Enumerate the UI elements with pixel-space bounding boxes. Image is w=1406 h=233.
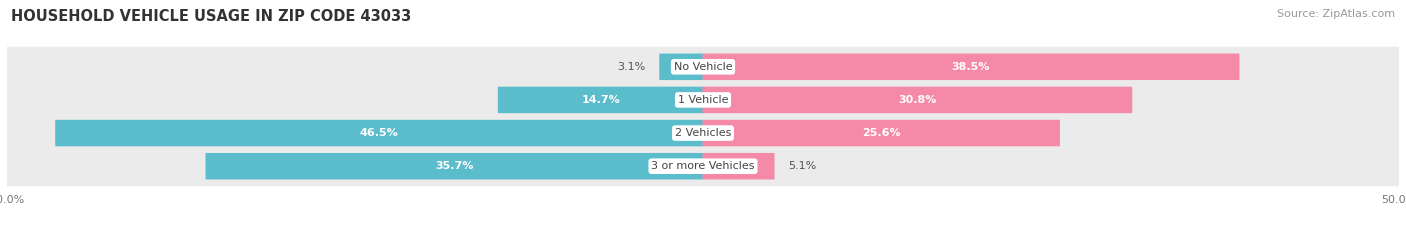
Text: 30.8%: 30.8% <box>898 95 936 105</box>
Text: 25.6%: 25.6% <box>862 128 900 138</box>
FancyBboxPatch shape <box>4 113 1402 153</box>
FancyBboxPatch shape <box>4 47 1402 87</box>
FancyBboxPatch shape <box>703 54 1240 80</box>
Text: Source: ZipAtlas.com: Source: ZipAtlas.com <box>1277 9 1395 19</box>
FancyBboxPatch shape <box>703 120 1060 146</box>
Text: 2 Vehicles: 2 Vehicles <box>675 128 731 138</box>
Text: 3.1%: 3.1% <box>617 62 645 72</box>
FancyBboxPatch shape <box>703 153 775 179</box>
Text: No Vehicle: No Vehicle <box>673 62 733 72</box>
Text: 14.7%: 14.7% <box>581 95 620 105</box>
Text: 5.1%: 5.1% <box>787 161 815 171</box>
FancyBboxPatch shape <box>659 54 703 80</box>
Text: 1 Vehicle: 1 Vehicle <box>678 95 728 105</box>
Text: 46.5%: 46.5% <box>360 128 399 138</box>
Text: 38.5%: 38.5% <box>952 62 990 72</box>
FancyBboxPatch shape <box>205 153 703 179</box>
Text: 35.7%: 35.7% <box>436 161 474 171</box>
FancyBboxPatch shape <box>703 87 1132 113</box>
FancyBboxPatch shape <box>4 80 1402 120</box>
FancyBboxPatch shape <box>55 120 703 146</box>
FancyBboxPatch shape <box>498 87 703 113</box>
Text: 3 or more Vehicles: 3 or more Vehicles <box>651 161 755 171</box>
Text: HOUSEHOLD VEHICLE USAGE IN ZIP CODE 43033: HOUSEHOLD VEHICLE USAGE IN ZIP CODE 4303… <box>11 9 412 24</box>
FancyBboxPatch shape <box>4 146 1402 186</box>
